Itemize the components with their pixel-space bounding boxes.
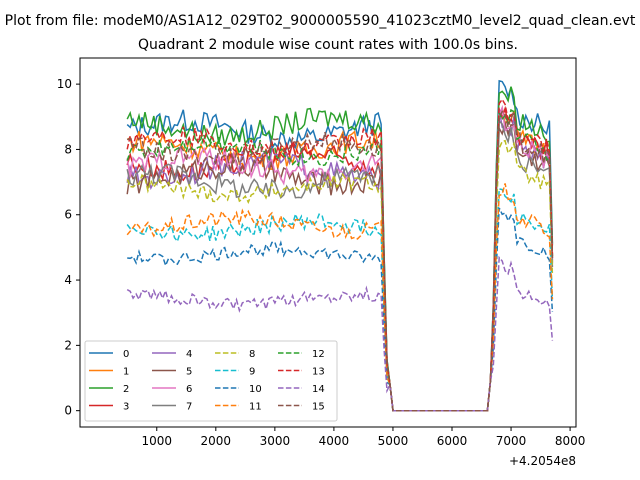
x-tick-label: 1000 — [141, 434, 172, 448]
legend-label: 14 — [312, 384, 325, 395]
legend-label: 13 — [312, 367, 325, 378]
y-tick-label: 2 — [64, 338, 72, 352]
x-axis: 1000 2000 3000 4000 5000 6000 7000 8000 — [141, 427, 585, 448]
x-tick-label: 8000 — [555, 434, 586, 448]
legend-box — [84, 340, 338, 422]
x-tick-label: 4000 — [319, 434, 350, 448]
chart-title: Quadrant 2 module wise count rates with … — [138, 37, 518, 53]
plot-area — [79, 57, 577, 428]
legend-label: 2 — [123, 384, 129, 395]
legend-label: 5 — [186, 367, 192, 378]
y-tick-label: 6 — [64, 208, 72, 222]
series-line-12 — [126, 108, 554, 412]
legend-label: 4 — [186, 349, 192, 360]
series-line-15 — [126, 108, 554, 412]
legend-label: 12 — [312, 349, 325, 360]
series-layer — [126, 79, 554, 412]
y-tick-label: 8 — [64, 142, 72, 156]
x-tick-label: 6000 — [437, 434, 468, 448]
y-tick-label: 4 — [64, 273, 72, 287]
legend-label: 1 — [123, 367, 129, 378]
x-tick-label: 3000 — [260, 434, 291, 448]
x-axis-offset-label: +4.2054e8 — [509, 454, 576, 468]
y-axis: 0 2 4 6 8 10 — [57, 77, 80, 418]
figure-suptitle: Plot from file: modeM0/AS1A12_029T02_900… — [5, 13, 636, 29]
legend-label: 10 — [249, 384, 262, 395]
legend-label: 6 — [186, 384, 192, 395]
legend-label: 0 — [123, 349, 129, 360]
x-tick-label: 5000 — [378, 434, 409, 448]
axes-frame — [79, 57, 577, 428]
y-tick-label: 0 — [64, 404, 72, 418]
legend-label: 11 — [249, 402, 262, 413]
x-tick-label: 2000 — [201, 434, 232, 448]
legend-label: 3 — [123, 402, 129, 413]
legend-label: 8 — [249, 349, 255, 360]
legend-label: 15 — [312, 402, 325, 413]
legend-label: 9 — [249, 367, 255, 378]
x-tick-label: 7000 — [496, 434, 527, 448]
y-tick-label: 10 — [57, 77, 72, 91]
legend-label: 7 — [186, 402, 192, 413]
